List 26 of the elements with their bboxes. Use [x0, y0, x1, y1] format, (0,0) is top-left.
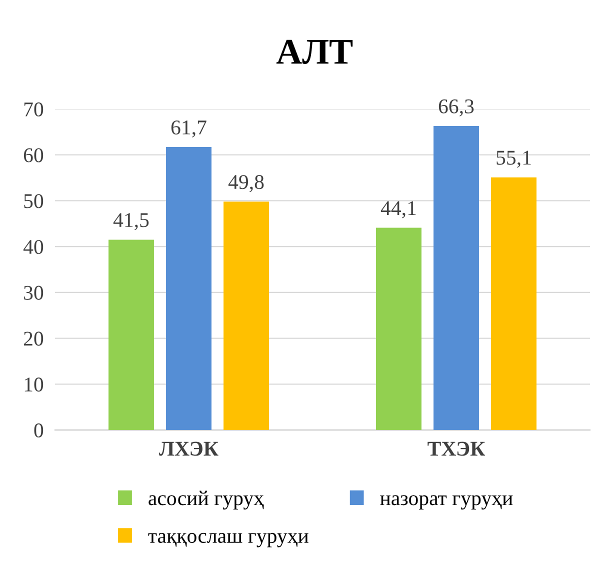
- bar: [491, 177, 536, 430]
- legend-label: назорат гуруҳи: [380, 495, 513, 510]
- y-tick-label: 10: [24, 378, 44, 392]
- bar: [434, 126, 479, 430]
- bar: [224, 202, 269, 430]
- data-label: 55,1: [496, 150, 531, 168]
- x-tick-label: ТХЭК: [428, 442, 486, 456]
- y-tick-label: 20: [24, 332, 44, 346]
- y-tick-label: 0: [34, 423, 44, 438]
- data-label: 41,5: [113, 213, 149, 230]
- legend-label: таққослаш гуруҳи: [148, 532, 308, 548]
- y-tick-label: 50: [24, 194, 44, 208]
- x-tick-label: ЛХЭК: [159, 442, 218, 456]
- data-label: 49,8: [228, 175, 264, 192]
- bar: [376, 228, 422, 430]
- y-tick-label: 70: [24, 102, 44, 116]
- legend-label: асосий гуруҳ: [148, 490, 264, 510]
- chart-title: АЛТ: [276, 40, 353, 64]
- data-label: 61,7: [171, 120, 206, 138]
- data-label: 66,3: [438, 99, 474, 116]
- data-label: 44,1: [380, 201, 416, 218]
- bar: [108, 240, 154, 430]
- bar: [166, 147, 212, 430]
- y-tick-label: 30: [24, 286, 44, 300]
- y-tick-label: 40: [23, 240, 44, 254]
- y-tick-label: 60: [24, 148, 44, 162]
